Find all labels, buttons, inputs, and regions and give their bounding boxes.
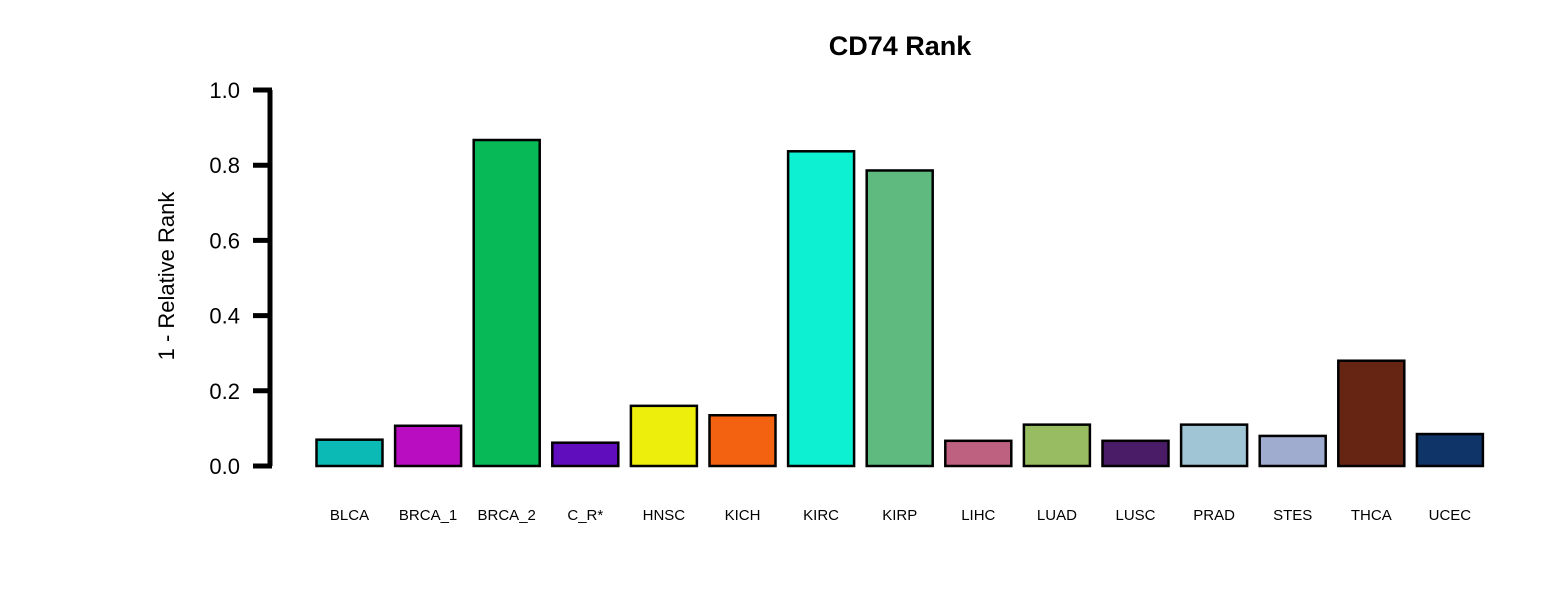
bars (315, 138, 1485, 468)
bar-kirp (865, 169, 934, 468)
x-tick-label: HNSC (643, 507, 686, 524)
bar-brca-1 (393, 424, 463, 468)
bar-kirc (786, 150, 856, 468)
y-tick-label: 0.4 (209, 304, 240, 329)
chart-title: CD74 Rank (829, 31, 973, 61)
bar-stes (1258, 434, 1327, 468)
bar-thca (1337, 359, 1406, 468)
x-tick-labels: BLCA BRCA_1 BRCA_2 C_R* HNSC KICH KIRC KIRP LIHC… (330, 507, 1471, 524)
y-tick-label: 0.0 (209, 454, 240, 479)
y-axis: 0.0 0.2 0.4 0.6 0.8 1.0 (209, 78, 273, 479)
x-tick-label: THCA (1351, 507, 1392, 524)
x-tick-label: UCEC (1429, 507, 1472, 524)
x-tick-label: PRAD (1193, 507, 1235, 524)
bar-kich (708, 413, 777, 468)
x-tick-label: LUAD (1037, 507, 1077, 524)
bar-prad (1179, 423, 1249, 468)
x-tick-label: LUSC (1115, 507, 1155, 524)
bar-lihc (944, 439, 1013, 468)
y-tick-label: 1.0 (209, 78, 240, 103)
x-tick-label: KIRC (803, 507, 839, 524)
x-tick-label: BRCA_1 (399, 507, 457, 524)
x-tick-label: LIHC (961, 507, 995, 524)
x-tick-label: BRCA_2 (478, 507, 536, 524)
x-tick-label: KICH (725, 507, 761, 524)
x-tick-label: KIRP (882, 507, 917, 524)
y-tick-label: 0.8 (209, 153, 240, 178)
bar-hnsc (629, 404, 699, 468)
x-tick-label: STES (1273, 507, 1312, 524)
bar-brca-2 (472, 138, 541, 468)
bar-luad (1022, 423, 1092, 468)
x-tick-label: BLCA (330, 507, 369, 524)
bar-lusc (1101, 439, 1170, 468)
bar-ucec (1415, 432, 1485, 468)
bar-c-r (551, 441, 620, 468)
bar-blca (315, 438, 384, 468)
y-tick-label: 0.2 (209, 379, 240, 404)
x-tick-label: C_R* (567, 507, 603, 524)
y-axis-label: 1 - Relative Rank (154, 191, 179, 361)
y-tick-label: 0.6 (209, 228, 240, 253)
